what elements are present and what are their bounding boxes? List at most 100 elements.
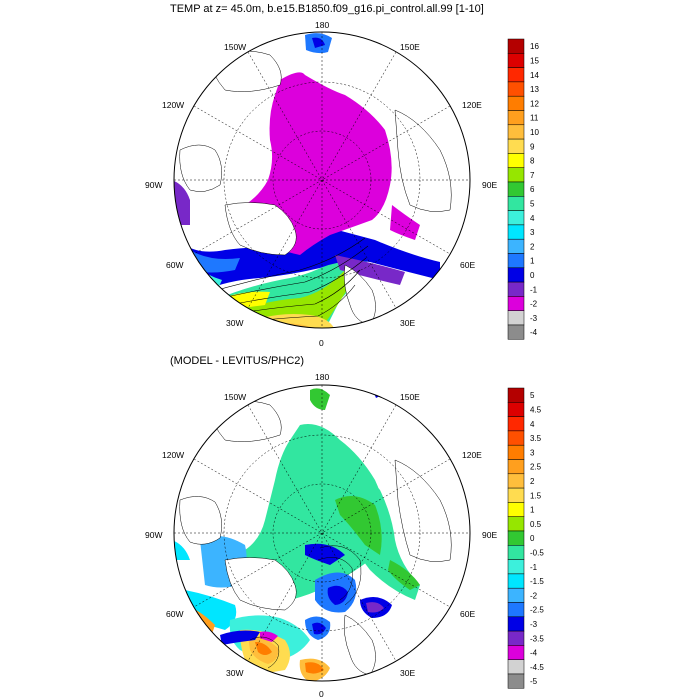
top-colorbar-tick-label: 3 [530, 228, 535, 237]
bottom-lon-label-180: 180 [315, 372, 329, 382]
top-colorbar-tick-label: 10 [530, 128, 539, 137]
bottom-colorbar-swatch [507, 416, 525, 432]
top-colorbar-swatch [507, 224, 525, 240]
bottom-colorbar-swatch [507, 430, 525, 446]
bottom-colorbar: 5 4.5 4 3.5 3 2.5 2 1.5 1 0.5 0 -0.5 -1 -1.5 -2 -2.5 -3 -… [507, 387, 544, 689]
top-colorbar-tick-label: 11 [530, 114, 539, 123]
bottom-lon-label-60w: 60W [166, 609, 183, 619]
bottom-colorbar-swatch [507, 673, 525, 689]
bottom-colorbar-tick-label: 2 [530, 477, 535, 486]
top-lon-label-120e: 120E [462, 100, 482, 110]
top-colorbar-swatch [507, 167, 525, 183]
top-colorbar-tick-label: 0 [530, 271, 535, 280]
bottom-map-panel: (MODEL - LEVITUS/PHC2) [145, 355, 544, 699]
top-colorbar-swatch [507, 124, 525, 140]
bottom-colorbar-swatch [507, 502, 525, 517]
top-colorbar-swatch [507, 38, 525, 54]
bottom-lon-label-150w: 150W [224, 392, 246, 402]
top-colorbar-swatch [507, 138, 525, 154]
top-lon-label-0: 0 [319, 338, 324, 348]
top-colorbar-swatch [507, 253, 525, 269]
bottom-colorbar-tick-label: 3.5 [530, 434, 542, 443]
bottom-colorbar-swatch [507, 459, 525, 475]
top-colorbar-tick-label: -4 [530, 328, 538, 337]
bottom-colorbar-tick-label: -3.5 [530, 634, 544, 643]
bottom-colorbar-swatch [507, 487, 525, 503]
bottom-lon-label-90e: 90E [482, 530, 497, 540]
top-lon-label-90e: 90E [482, 180, 497, 190]
top-colorbar-swatch [507, 153, 525, 168]
top-map-title: TEMP at z= 45.0m, b.e15.B1850.f09_g16.pi… [170, 3, 484, 15]
bottom-lon-label-150e: 150E [400, 392, 420, 402]
top-map-panel: TEMP at z= 45.0m, b.e15.B1850.f09_g16.pi… [145, 3, 539, 348]
top-colorbar-tick-label: -3 [530, 314, 538, 323]
bottom-colorbar-tick-label: 1 [530, 506, 535, 515]
top-colorbar-swatch [507, 296, 525, 311]
top-colorbar-swatch [507, 238, 525, 254]
bottom-colorbar-swatch [507, 387, 525, 403]
bottom-colorbar-swatch [507, 659, 525, 675]
bottom-map-boundary [173, 384, 471, 682]
bottom-colorbar-tick-label: -4 [530, 649, 538, 658]
bottom-colorbar-swatch [507, 559, 525, 575]
bottom-colorbar-swatch [507, 616, 525, 632]
top-lon-label-30e: 30E [400, 318, 415, 328]
top-colorbar-tick-label: 4 [530, 214, 535, 223]
bottom-colorbar-tick-label: -1 [530, 563, 538, 572]
top-map-boundary [173, 31, 471, 329]
bottom-lon-label-60e: 60E [460, 609, 475, 619]
top-colorbar-swatch [507, 181, 525, 197]
bottom-map-title: (MODEL - LEVITUS/PHC2) [170, 355, 304, 367]
top-colorbar-tick-label: 9 [530, 142, 535, 151]
top-colorbar-swatch [507, 281, 525, 297]
top-colorbar-swatch [507, 210, 525, 226]
top-lon-label-90w: 90W [145, 180, 162, 190]
bottom-colorbar-tick-label: 4.5 [530, 405, 542, 414]
bottom-colorbar-swatch [507, 545, 525, 560]
bottom-lon-label-30w: 30W [226, 668, 243, 678]
bottom-lon-label-0: 0 [319, 689, 324, 699]
bottom-map-graticule [174, 385, 470, 681]
top-colorbar-tick-label: 5 [530, 200, 535, 209]
top-lon-label-60e: 60E [460, 260, 475, 270]
bottom-colorbar-tick-label: 0 [530, 534, 535, 543]
bottom-colorbar-tick-label: -3 [530, 620, 538, 629]
top-colorbar-swatch [507, 267, 525, 283]
top-colorbar-tick-label: 16 [530, 42, 539, 51]
top-colorbar-tick-label: -2 [530, 300, 538, 309]
top-colorbar-swatch [507, 53, 525, 68]
bottom-colorbar-swatch [507, 630, 525, 646]
top-lon-label-150e: 150E [400, 42, 420, 52]
bottom-colorbar-tick-label: -4.5 [530, 663, 544, 672]
top-colorbar-tick-label: -1 [530, 285, 538, 294]
top-lon-label-150w: 150W [224, 42, 246, 52]
bottom-colorbar-tick-label: -5 [530, 677, 538, 686]
bottom-colorbar-swatch [507, 530, 525, 546]
bottom-colorbar-tick-label: 2.5 [530, 463, 542, 472]
bottom-colorbar-tick-label: 1.5 [530, 491, 542, 500]
top-lon-label-120w: 120W [162, 100, 184, 110]
bottom-colorbar-tick-label: 4 [530, 420, 535, 429]
top-colorbar-swatch [507, 95, 525, 111]
bottom-colorbar-swatch [507, 444, 525, 460]
bottom-colorbar-tick-label: -2 [530, 591, 538, 600]
top-colorbar-tick-label: 2 [530, 242, 535, 251]
top-colorbar-swatch [507, 310, 525, 326]
top-colorbar-tick-label: 7 [530, 171, 535, 180]
top-lon-label-60w: 60W [166, 260, 183, 270]
top-lon-label-30w: 30W [226, 318, 243, 328]
top-colorbar-tick-label: 14 [530, 71, 539, 80]
bottom-colorbar-swatch [507, 645, 525, 660]
bottom-colorbar-tick-label: -2.5 [530, 606, 544, 615]
top-colorbar-tick-label: 15 [530, 57, 539, 66]
top-colorbar-tick-label: 13 [530, 85, 539, 94]
top-colorbar-swatch [507, 67, 525, 83]
bottom-lon-label-30e: 30E [400, 668, 415, 678]
bottom-colorbar-tick-label: -1.5 [530, 577, 544, 586]
bottom-colorbar-tick-label: 3 [530, 448, 535, 457]
top-colorbar-tick-label: 6 [530, 185, 535, 194]
top-colorbar-tick-label: 12 [530, 99, 539, 108]
bottom-colorbar-swatch [507, 473, 525, 489]
top-colorbar-swatch [507, 196, 525, 211]
